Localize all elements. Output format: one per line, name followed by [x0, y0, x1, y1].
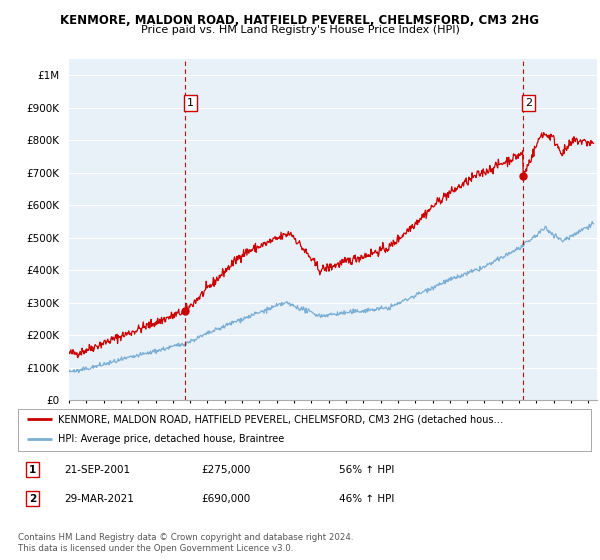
Text: 29-MAR-2021: 29-MAR-2021 [64, 493, 134, 503]
Text: 2: 2 [29, 493, 36, 503]
Text: Contains HM Land Registry data © Crown copyright and database right 2024.
This d: Contains HM Land Registry data © Crown c… [18, 533, 353, 553]
Text: Price paid vs. HM Land Registry's House Price Index (HPI): Price paid vs. HM Land Registry's House … [140, 25, 460, 35]
Text: 56% ↑ HPI: 56% ↑ HPI [339, 464, 394, 474]
Text: HPI: Average price, detached house, Braintree: HPI: Average price, detached house, Brai… [58, 435, 284, 445]
Text: 21-SEP-2001: 21-SEP-2001 [64, 464, 130, 474]
Text: 46% ↑ HPI: 46% ↑ HPI [339, 493, 394, 503]
Text: 2: 2 [525, 98, 532, 108]
Text: KENMORE, MALDON ROAD, HATFIELD PEVEREL, CHELMSFORD, CM3 2HG: KENMORE, MALDON ROAD, HATFIELD PEVEREL, … [61, 14, 539, 27]
Text: £690,000: £690,000 [202, 493, 251, 503]
Text: KENMORE, MALDON ROAD, HATFIELD PEVEREL, CHELMSFORD, CM3 2HG (detached hous…: KENMORE, MALDON ROAD, HATFIELD PEVEREL, … [58, 414, 503, 424]
Text: £275,000: £275,000 [202, 464, 251, 474]
Text: 1: 1 [29, 464, 36, 474]
Text: 1: 1 [187, 98, 194, 108]
